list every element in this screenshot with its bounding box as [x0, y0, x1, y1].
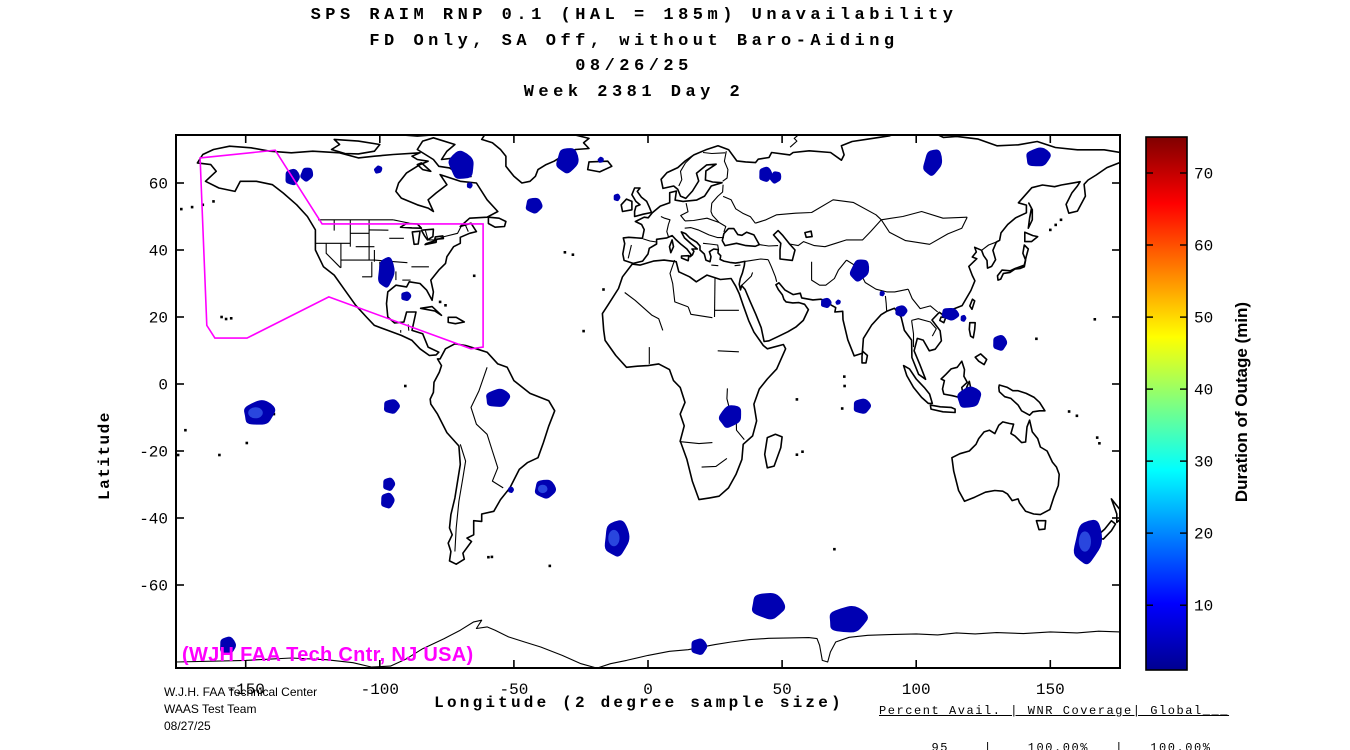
outage-region: [895, 305, 908, 317]
outage-region: [691, 638, 708, 655]
title-line: 08/26/25: [575, 57, 693, 76]
svg-text:10: 10: [1194, 598, 1213, 616]
outage-region: [829, 606, 868, 633]
outage-region: [448, 150, 474, 179]
svg-text:0: 0: [643, 681, 653, 699]
svg-text:100: 100: [902, 681, 931, 699]
svg-text:-60: -60: [139, 578, 168, 596]
outage-region-core: [248, 407, 263, 419]
y-axis-label: Latitude: [96, 411, 114, 500]
outage-region: [853, 398, 872, 414]
svg-text:20: 20: [1194, 526, 1213, 544]
outage-region-core: [537, 484, 548, 494]
island-dots-group: [176, 200, 1101, 568]
svg-text:-20: -20: [139, 444, 168, 462]
outage-region: [751, 592, 786, 620]
svg-text:50: 50: [772, 681, 791, 699]
table-header: Percent Avail. | WNR Coverage| Global___: [879, 703, 1230, 718]
outage-region: [597, 156, 604, 163]
footer-line: W.J.H. FAA Technical Center: [164, 685, 318, 699]
outage-region: [525, 197, 543, 214]
colorbar-tick-labels: 10 20 30 40 50 60 70: [1194, 166, 1213, 616]
footer-line: WAAS Test Team: [164, 702, 257, 716]
outage-region: [378, 256, 395, 288]
outage-region: [923, 149, 943, 176]
outage-region: [383, 399, 400, 414]
colorbar: 10 20 30 40 50 60 70 Duration of Outage (min): [1145, 136, 1251, 671]
outage-region: [300, 167, 314, 182]
x-axis-label: Longitude (2 degree sample size): [434, 694, 844, 712]
outage-region: [556, 148, 579, 174]
svg-text:50: 50: [1194, 310, 1213, 328]
svg-text:-40: -40: [139, 511, 168, 529]
outage-region: [849, 259, 870, 282]
svg-text:-100: -100: [361, 681, 399, 699]
axis-ticks: [176, 135, 1120, 668]
outage-region: [466, 182, 473, 189]
svg-text:40: 40: [149, 243, 168, 261]
outage-region: [613, 193, 621, 202]
outage-region: [941, 307, 960, 321]
outage-region: [381, 492, 395, 509]
title-line: Week 2381 Day 2: [523, 82, 745, 102]
x-tick-labels: -150 -100 -50 0 50 100 150: [226, 681, 1064, 699]
svg-text:40: 40: [1194, 382, 1213, 400]
map-credit-annotation: (WJH FAA Tech Cntr, NJ USA): [182, 644, 474, 666]
svg-text:70: 70: [1194, 166, 1213, 184]
outage-regions-group: [220, 147, 1103, 655]
title-line: FD Only, SA Off, without Baro-Aiding: [369, 31, 899, 51]
outage-region: [1026, 147, 1051, 167]
outage-region: [879, 290, 885, 297]
coastlines-group: [196, 135, 1120, 566]
outage-region: [820, 297, 832, 308]
footer-credit: W.J.H. FAA Technical Center WAAS Test Te…: [164, 684, 317, 735]
outage-region-core: [608, 529, 620, 547]
svg-text:20: 20: [149, 310, 168, 328]
outage-region: [957, 386, 982, 408]
outage-region: [401, 291, 412, 301]
table-row: 95 | 100.00% | 100.00%: [879, 741, 1212, 750]
outage-region: [759, 166, 773, 182]
outage-region: [993, 334, 1008, 351]
outage-region-core: [1078, 531, 1091, 552]
outage-region: [486, 388, 511, 407]
colorbar-ticks: [1146, 172, 1187, 606]
footer-line: 08/27/25: [164, 719, 211, 733]
svg-text:-50: -50: [499, 681, 528, 699]
svg-text:0: 0: [158, 377, 168, 395]
outage-region: [835, 299, 841, 305]
outage-region: [220, 636, 236, 655]
svg-text:-150: -150: [226, 681, 264, 699]
colorbar-gradient: [1145, 136, 1188, 671]
outage-region: [508, 486, 514, 494]
outage-region: [769, 171, 782, 184]
outage-region: [383, 477, 396, 491]
svg-text:60: 60: [149, 176, 168, 194]
outage-region: [373, 165, 383, 174]
wnr-boundary: [199, 149, 484, 350]
svg-text:30: 30: [1194, 454, 1213, 472]
outage-region: [960, 314, 967, 322]
title-line: SPS RAIM RNP 0.1 (HAL = 185m) Unavailabi…: [310, 6, 958, 25]
figure-title: SPS RAIM RNP 0.1 (HAL = 185m) Unavailabi…: [234, 3, 1034, 105]
y-tick-labels: 60 40 20 0 -20 -40 -60: [139, 176, 168, 596]
svg-text:150: 150: [1036, 681, 1065, 699]
colorbar-label: Duration of Outage (min): [1232, 302, 1251, 502]
outage-region: [718, 405, 742, 428]
availability-table: Percent Avail. | WNR Coverage| Global___…: [879, 680, 1229, 750]
svg-text:60: 60: [1194, 238, 1213, 256]
